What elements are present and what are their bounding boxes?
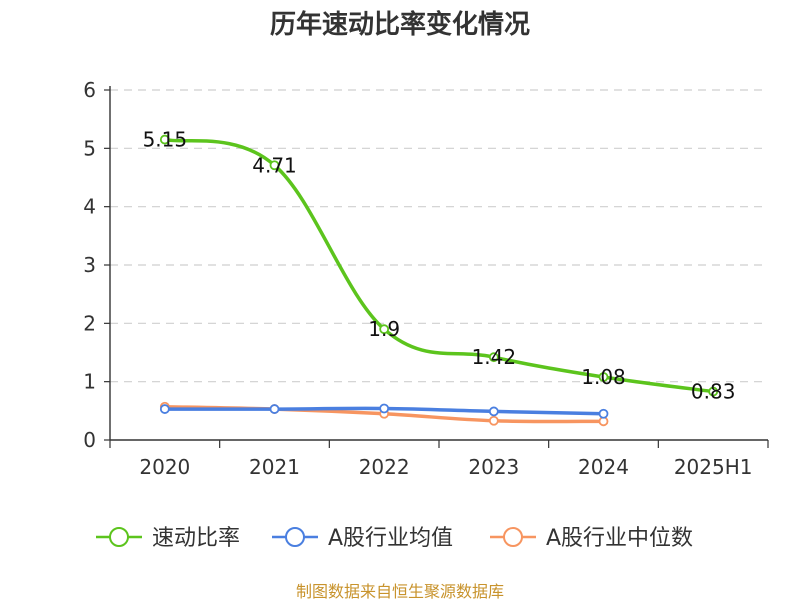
chart-title: 历年速动比率变化情况 bbox=[269, 10, 530, 40]
legend-item-1: A股行业均值 bbox=[272, 526, 453, 551]
legend-label-0: 速动比率 bbox=[152, 526, 240, 551]
legend-item-2: A股行业中位数 bbox=[490, 526, 693, 551]
data-point-1-2 bbox=[379, 403, 390, 414]
data-label-0-3: 1.42 bbox=[472, 345, 517, 369]
y-tick-label-1: 1 bbox=[83, 370, 96, 394]
data-point-1-1 bbox=[269, 404, 280, 414]
x-tick-label-2021: 2021 bbox=[249, 455, 300, 479]
data-point-2-3 bbox=[488, 415, 499, 426]
x-tick-label-2023: 2023 bbox=[468, 455, 519, 479]
y-tick-label-5: 5 bbox=[83, 136, 96, 160]
data-point-0-4 bbox=[598, 372, 609, 382]
data-label-0-2: 1.9 bbox=[368, 317, 400, 341]
y-tick-label-3: 3 bbox=[83, 253, 96, 277]
data-point-1-0 bbox=[159, 404, 170, 414]
y-tick-label-0: 0 bbox=[83, 428, 96, 452]
series-1 bbox=[159, 403, 609, 419]
legend-marker-2 bbox=[503, 527, 523, 547]
y-tick-label-2: 2 bbox=[83, 311, 96, 335]
x-tick-label-2024: 2024 bbox=[578, 455, 629, 479]
data-label-0-4: 1.08 bbox=[581, 365, 626, 389]
data-label-0-0: 5.15 bbox=[143, 128, 188, 152]
x-tick-label-2022: 2022 bbox=[359, 455, 410, 479]
data-point-0-5 bbox=[708, 386, 719, 397]
legend-marker-1 bbox=[285, 527, 305, 547]
data-point-0-1 bbox=[269, 160, 280, 171]
x-tick-label-2020: 2020 bbox=[139, 455, 190, 479]
data-label-0-5: 0.83 bbox=[691, 380, 736, 404]
x-tick-label-2025H1: 2025H1 bbox=[674, 455, 753, 479]
data-point-0-3 bbox=[488, 352, 499, 363]
legend-label-2: A股行业中位数 bbox=[546, 526, 693, 551]
data-point-1-4 bbox=[598, 408, 609, 419]
data-point-0-0 bbox=[159, 134, 170, 145]
source-note: 制图数据来自恒生聚源数据库 bbox=[295, 582, 504, 601]
y-tick-label-4: 4 bbox=[83, 195, 96, 219]
legend-label-1: A股行业均值 bbox=[328, 526, 453, 551]
data-point-1-3 bbox=[488, 406, 499, 417]
data-point-0-2 bbox=[379, 324, 390, 335]
y-tick-label-6: 6 bbox=[83, 78, 96, 102]
legend-item-0: 速动比率 bbox=[96, 526, 240, 551]
series-0: 5.15 4.71 1.9 1.42 1.08 0.83 bbox=[143, 128, 736, 404]
legend-marker-0 bbox=[109, 527, 129, 547]
data-label-0-1: 4.71 bbox=[252, 153, 297, 177]
